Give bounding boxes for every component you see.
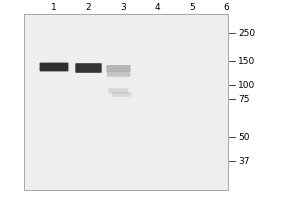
Text: 250: 250 — [238, 28, 255, 38]
Bar — [24, 14, 228, 190]
Text: 1: 1 — [51, 2, 57, 11]
FancyBboxPatch shape — [112, 92, 131, 97]
Text: 50: 50 — [238, 132, 250, 142]
Text: 75: 75 — [238, 95, 250, 104]
FancyBboxPatch shape — [40, 63, 68, 71]
FancyBboxPatch shape — [75, 63, 102, 73]
Text: 5: 5 — [189, 2, 195, 11]
Text: 2: 2 — [86, 2, 91, 11]
Text: 150: 150 — [238, 56, 256, 66]
Text: 3: 3 — [120, 2, 126, 11]
Text: 37: 37 — [238, 156, 250, 166]
FancyBboxPatch shape — [106, 65, 131, 72]
Text: 100: 100 — [238, 81, 256, 90]
Text: 4: 4 — [155, 2, 160, 11]
FancyBboxPatch shape — [109, 88, 128, 94]
FancyBboxPatch shape — [107, 71, 130, 77]
Text: 6: 6 — [224, 2, 230, 11]
